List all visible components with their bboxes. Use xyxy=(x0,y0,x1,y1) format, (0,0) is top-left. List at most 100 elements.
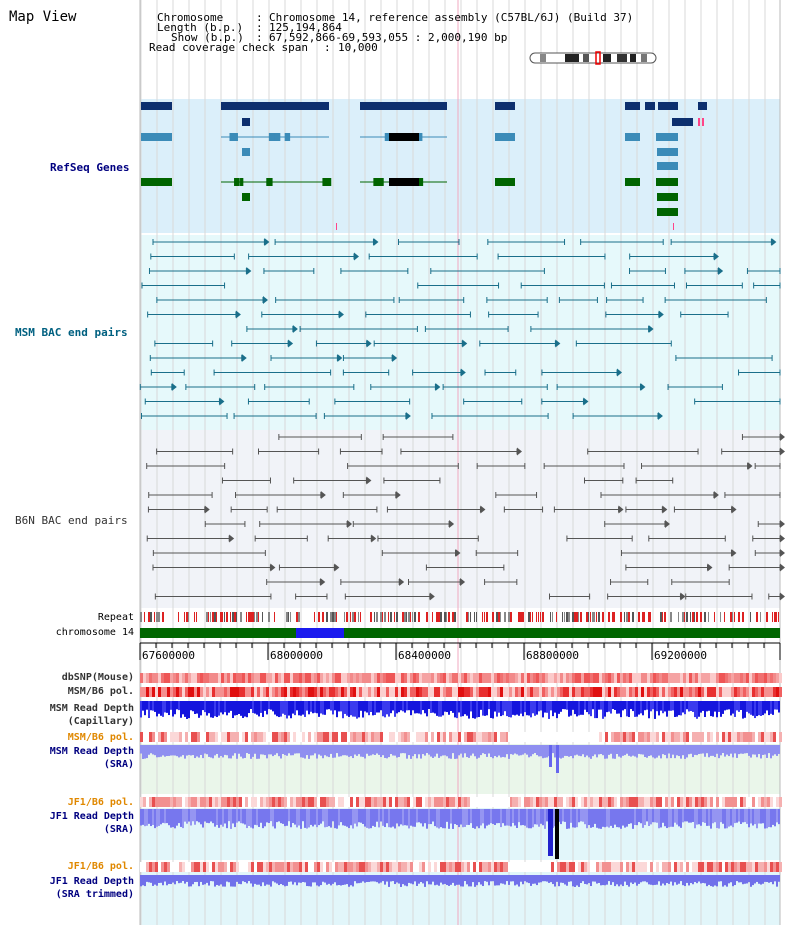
jf1-trim-depth-bar xyxy=(230,875,232,887)
msm-sra-depth-bar xyxy=(516,745,518,755)
msm-pol-cell xyxy=(701,687,704,697)
msm-sra-depth-bar xyxy=(254,745,256,754)
dbsnp-cell xyxy=(503,673,506,683)
dbsnp-cell xyxy=(314,673,317,683)
msm-sra-depth-bar xyxy=(532,745,534,755)
track-label-refseq[interactable]: RefSeq Genes xyxy=(50,161,130,174)
repeat-element xyxy=(484,612,485,622)
msm-sra-depth-bar xyxy=(642,745,644,755)
jf1-pol-cell xyxy=(461,797,464,807)
msm-cap-depth-bar xyxy=(556,701,558,719)
jf1-sra-depth-bar xyxy=(290,809,292,828)
jf1-trim-depth-bar xyxy=(554,875,556,887)
msm-sra-depth-bar xyxy=(572,745,574,759)
jf1-pol-cell xyxy=(776,797,779,807)
msm-cap-depth-bar xyxy=(404,701,406,713)
jf1-sra-depth-bar xyxy=(686,809,688,822)
jf1-trim-depth-bar xyxy=(338,875,340,886)
label-jf1-pol: JF1/B6 pol. xyxy=(67,797,134,808)
jf1-trim-depth-bar xyxy=(444,875,446,884)
msm-sra-depth-bar xyxy=(250,745,252,759)
msm-sra-depth-bar xyxy=(268,745,270,755)
jf1-pol-cell xyxy=(314,797,317,807)
msm-cap-depth-bar xyxy=(720,701,722,717)
jf1-sra-depth-bar xyxy=(334,809,336,829)
msm-cap-depth-bar xyxy=(330,701,332,711)
jf1-trim-depth-bar xyxy=(778,875,780,882)
jf1-pol-cell xyxy=(455,797,458,807)
jf1-pol2-cell xyxy=(473,862,476,872)
msm-sra-depth-bar xyxy=(414,745,416,755)
msm-pol-cell xyxy=(704,687,707,697)
jf1-trim-depth-bar xyxy=(744,875,746,884)
dbsnp-cell xyxy=(311,673,314,683)
msm-pol2-cell xyxy=(464,732,467,742)
jf1-pol-cell xyxy=(683,797,686,807)
jf1-trim-depth-bar xyxy=(362,875,364,882)
msm-pol2-cell xyxy=(491,732,494,742)
msm-sra-depth-bar xyxy=(270,745,272,755)
msm-pol2-cell xyxy=(209,732,212,742)
jf1-pol2-cell xyxy=(572,862,575,872)
jf1-pol-cell xyxy=(668,797,671,807)
jf1-sra-depth-bar xyxy=(374,809,376,827)
repeat-element xyxy=(232,612,234,622)
jf1-pol-cell xyxy=(257,797,260,807)
jf1-sra-depth-bar xyxy=(490,809,492,824)
msm-cap-depth-bar xyxy=(308,701,310,715)
track-label-msm-bac[interactable]: MSM BAC end pairs xyxy=(15,326,128,339)
repeat-element xyxy=(452,612,454,622)
msm-pol-cell xyxy=(392,687,395,697)
msm-pol2-cell xyxy=(320,732,323,742)
label-msm-pol-2: MSM/B6 pol. xyxy=(67,732,134,743)
jf1-trim-depth-bar xyxy=(372,875,374,882)
repeat-element xyxy=(486,612,488,622)
msm-cap-depth-bar xyxy=(728,701,730,710)
repeat-element xyxy=(156,612,158,622)
jf1-pol-cell xyxy=(404,797,407,807)
msm-sra-depth-bar xyxy=(644,745,646,758)
msm-sra-depth-bar xyxy=(288,745,290,754)
jf1-sra-depth-bar xyxy=(364,809,366,827)
msm-sra-depth-bar xyxy=(264,745,266,756)
msm-sra-depth-bar xyxy=(406,745,408,759)
track-label-b6n-bac[interactable]: B6N BAC end pairs xyxy=(15,514,128,527)
msm-pol2-cell xyxy=(413,732,416,742)
jf1-pol2-cell xyxy=(257,862,260,872)
label-msm-pol: MSM/B6 pol. xyxy=(67,686,134,697)
jf1-trim-depth-bar xyxy=(382,875,384,882)
jf1-trim-depth-bar xyxy=(610,875,612,885)
msm-pol2-cell xyxy=(308,732,311,742)
repeat-element xyxy=(178,612,179,622)
repeat-element xyxy=(612,612,614,622)
jf1-trim-depth-bar xyxy=(318,875,320,887)
dbsnp-cell xyxy=(605,673,608,683)
repeat-element xyxy=(414,612,416,622)
jf1-pol2-cell xyxy=(746,862,749,872)
msm-pol-cell xyxy=(215,687,218,697)
msm-sra-depth-bar xyxy=(478,745,480,758)
jf1-pol-cell xyxy=(230,797,233,807)
repeat-element xyxy=(564,612,565,622)
dbsnp-cell xyxy=(260,673,263,683)
jf1-pol2-cell xyxy=(743,862,746,872)
msm-pol-cell xyxy=(458,687,461,697)
msm-cap-depth-bar xyxy=(304,701,306,717)
jf1-trim-depth-bar xyxy=(694,875,696,883)
msm-sra-depth-bar xyxy=(562,745,564,758)
jf1-trim-depth-bar xyxy=(528,875,530,884)
jf1-pol-cell xyxy=(173,797,176,807)
b6n-bac-end-arrow xyxy=(270,563,276,572)
jf1-pol2-cell xyxy=(326,862,329,872)
jf1-pol-cell xyxy=(209,797,212,807)
msm-sra-depth-bar xyxy=(624,745,626,756)
jf1-trim-depth-bar xyxy=(198,875,200,887)
jf1-pol-cell xyxy=(560,797,563,807)
repeat-element xyxy=(664,612,666,622)
dbsnp-cell xyxy=(305,673,308,683)
jf1-pol2-cell xyxy=(683,862,686,872)
msm-pol2-cell xyxy=(434,732,437,742)
jf1-trim-depth-bar xyxy=(326,875,328,885)
jf1-sra-depth-bar xyxy=(342,809,344,826)
msm-sra-depth-bar xyxy=(438,745,440,758)
